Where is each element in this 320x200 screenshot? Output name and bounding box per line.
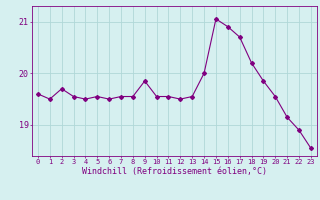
X-axis label: Windchill (Refroidissement éolien,°C): Windchill (Refroidissement éolien,°C) — [82, 167, 267, 176]
